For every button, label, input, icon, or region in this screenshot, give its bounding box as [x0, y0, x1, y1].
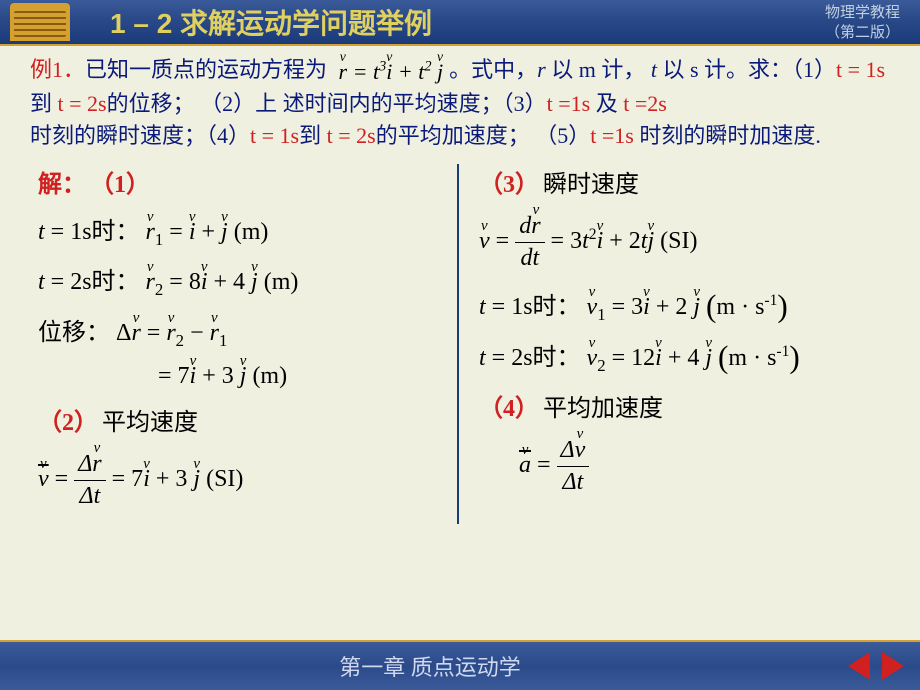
solve-label: 解： [38, 172, 86, 198]
q1mid: 到 [30, 91, 58, 116]
subtitle-line2: （第二版） [825, 25, 900, 41]
velocity-equation: v = drdt = 3t2i + 2tj (SI) [479, 211, 882, 274]
q4mid: 到 [299, 123, 327, 148]
slide-header: 1 – 2 求解运动学问题举例 物理学教程 （第二版） [0, 0, 920, 46]
unit-si-1: (SI) [206, 466, 243, 492]
q3b: t =2s [623, 91, 667, 116]
nav-arrows [848, 652, 904, 680]
r-var: r [537, 57, 546, 82]
part1-label: （1） [90, 172, 150, 198]
q3end: 时刻的瞬时速度；（4） [30, 123, 250, 148]
left-column: 解： （1） t = 1s时： r1 = i + j (m) t = 2s时： … [30, 164, 459, 525]
part2-header: （2） 平均速度 [38, 402, 441, 437]
part4-label: （4） [479, 396, 539, 422]
v1-equation: t = 1s时： v1 = 3i + 2 j (m · s-1) [479, 286, 882, 325]
solutions-row: 解： （1） t = 1s时： r1 = i + j (m) t = 2s时： … [30, 164, 890, 525]
slide-content: 例1．已知一质点的运动方程为 r = t3i + t2 j 。式中，r 以 m … [0, 46, 920, 640]
displacement-result: = 7i + 3 j (m) [38, 363, 441, 390]
unit-m-1: (m) [234, 219, 269, 245]
part3-label: （3） [479, 172, 539, 198]
disp-label: 位移： [38, 320, 110, 346]
v2-equation: t = 2s时： v2 = 12i + 4 j (m · s-1) [479, 337, 882, 376]
t-unit: 以 s 计。求：（1） [657, 57, 836, 82]
part4-title: 平均加速度 [543, 396, 663, 422]
part3-title: 瞬时速度 [543, 172, 639, 198]
equation-of-motion: r = t3i + t2 j [339, 56, 444, 88]
unit-m-2: (m) [264, 269, 299, 295]
problem-text-1: 已知一质点的运动方程为 [85, 57, 327, 82]
unit-m-3: (m) [252, 363, 287, 389]
part4-header: （4） 平均加速度 [479, 388, 882, 423]
part1-header: 解： （1） [38, 164, 441, 199]
slide-subtitle: 物理学教程 （第二版） [825, 4, 900, 43]
q1end: 的位移； （2）上 述时间内的平均速度；（3） [107, 91, 547, 116]
q3mid: 及 [590, 91, 623, 116]
book-icon [10, 3, 70, 41]
footer-text: 第一章 质点运动学 [339, 650, 521, 682]
slide-footer: 第一章 质点运动学 [0, 640, 920, 690]
q5end: 时刻的瞬时加速度. [634, 123, 821, 148]
displacement-equation: 位移： Δr = r2 − r1 [38, 312, 441, 351]
problem-statement: 例1．已知一质点的运动方程为 r = t3i + t2 j 。式中，r 以 m … [30, 54, 890, 152]
q1b: t = 2s [58, 91, 107, 116]
r2-equation: t = 2s时： r2 = 8i + 4 j (m) [38, 261, 441, 300]
unit-si-2: (SI) [660, 228, 697, 254]
q1a: t = 1s [836, 57, 885, 82]
q4b: t = 2s [327, 123, 376, 148]
next-arrow-icon[interactable] [882, 652, 904, 680]
subtitle-line1: 物理学教程 [825, 5, 900, 21]
part2-label: （2） [38, 410, 98, 436]
part3-header: （3） 瞬时速度 [479, 164, 882, 199]
example-label: 例1． [30, 57, 85, 82]
q4a: t = 1s [250, 123, 299, 148]
q5a: t =1s [590, 123, 634, 148]
problem-text-2: 。式中， [449, 57, 537, 82]
avg-velocity-equation: v = ΔrΔt = 7i + 3 j (SI) [38, 449, 441, 512]
avg-accel-equation: a = ΔvΔt [479, 435, 882, 498]
slide-title: 1 – 2 求解运动学问题举例 [110, 2, 432, 42]
q3a: t =1s [547, 91, 591, 116]
q4end: 的平均加速度； （5） [376, 123, 591, 148]
prev-arrow-icon[interactable] [848, 652, 870, 680]
r-unit: 以 m 计， [546, 57, 651, 82]
r1-equation: t = 1s时： r1 = i + j (m) [38, 211, 441, 250]
part2-title: 平均速度 [102, 410, 198, 436]
right-column: （3） 瞬时速度 v = drdt = 3t2i + 2tj (SI) t = … [459, 164, 890, 525]
